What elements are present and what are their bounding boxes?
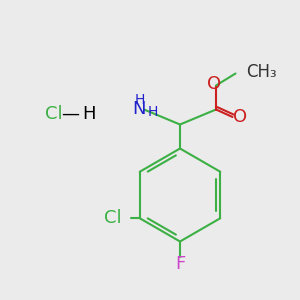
Text: Cl: Cl [45,105,63,123]
Text: N: N [133,100,146,118]
Text: —: — [61,105,80,123]
Text: CH₃: CH₃ [246,63,277,81]
Text: H: H [134,94,145,107]
Text: O: O [233,108,247,126]
Text: Cl: Cl [104,209,122,227]
Text: H: H [82,105,96,123]
Text: H: H [148,106,158,119]
Text: O: O [207,75,222,93]
Text: F: F [175,255,185,273]
